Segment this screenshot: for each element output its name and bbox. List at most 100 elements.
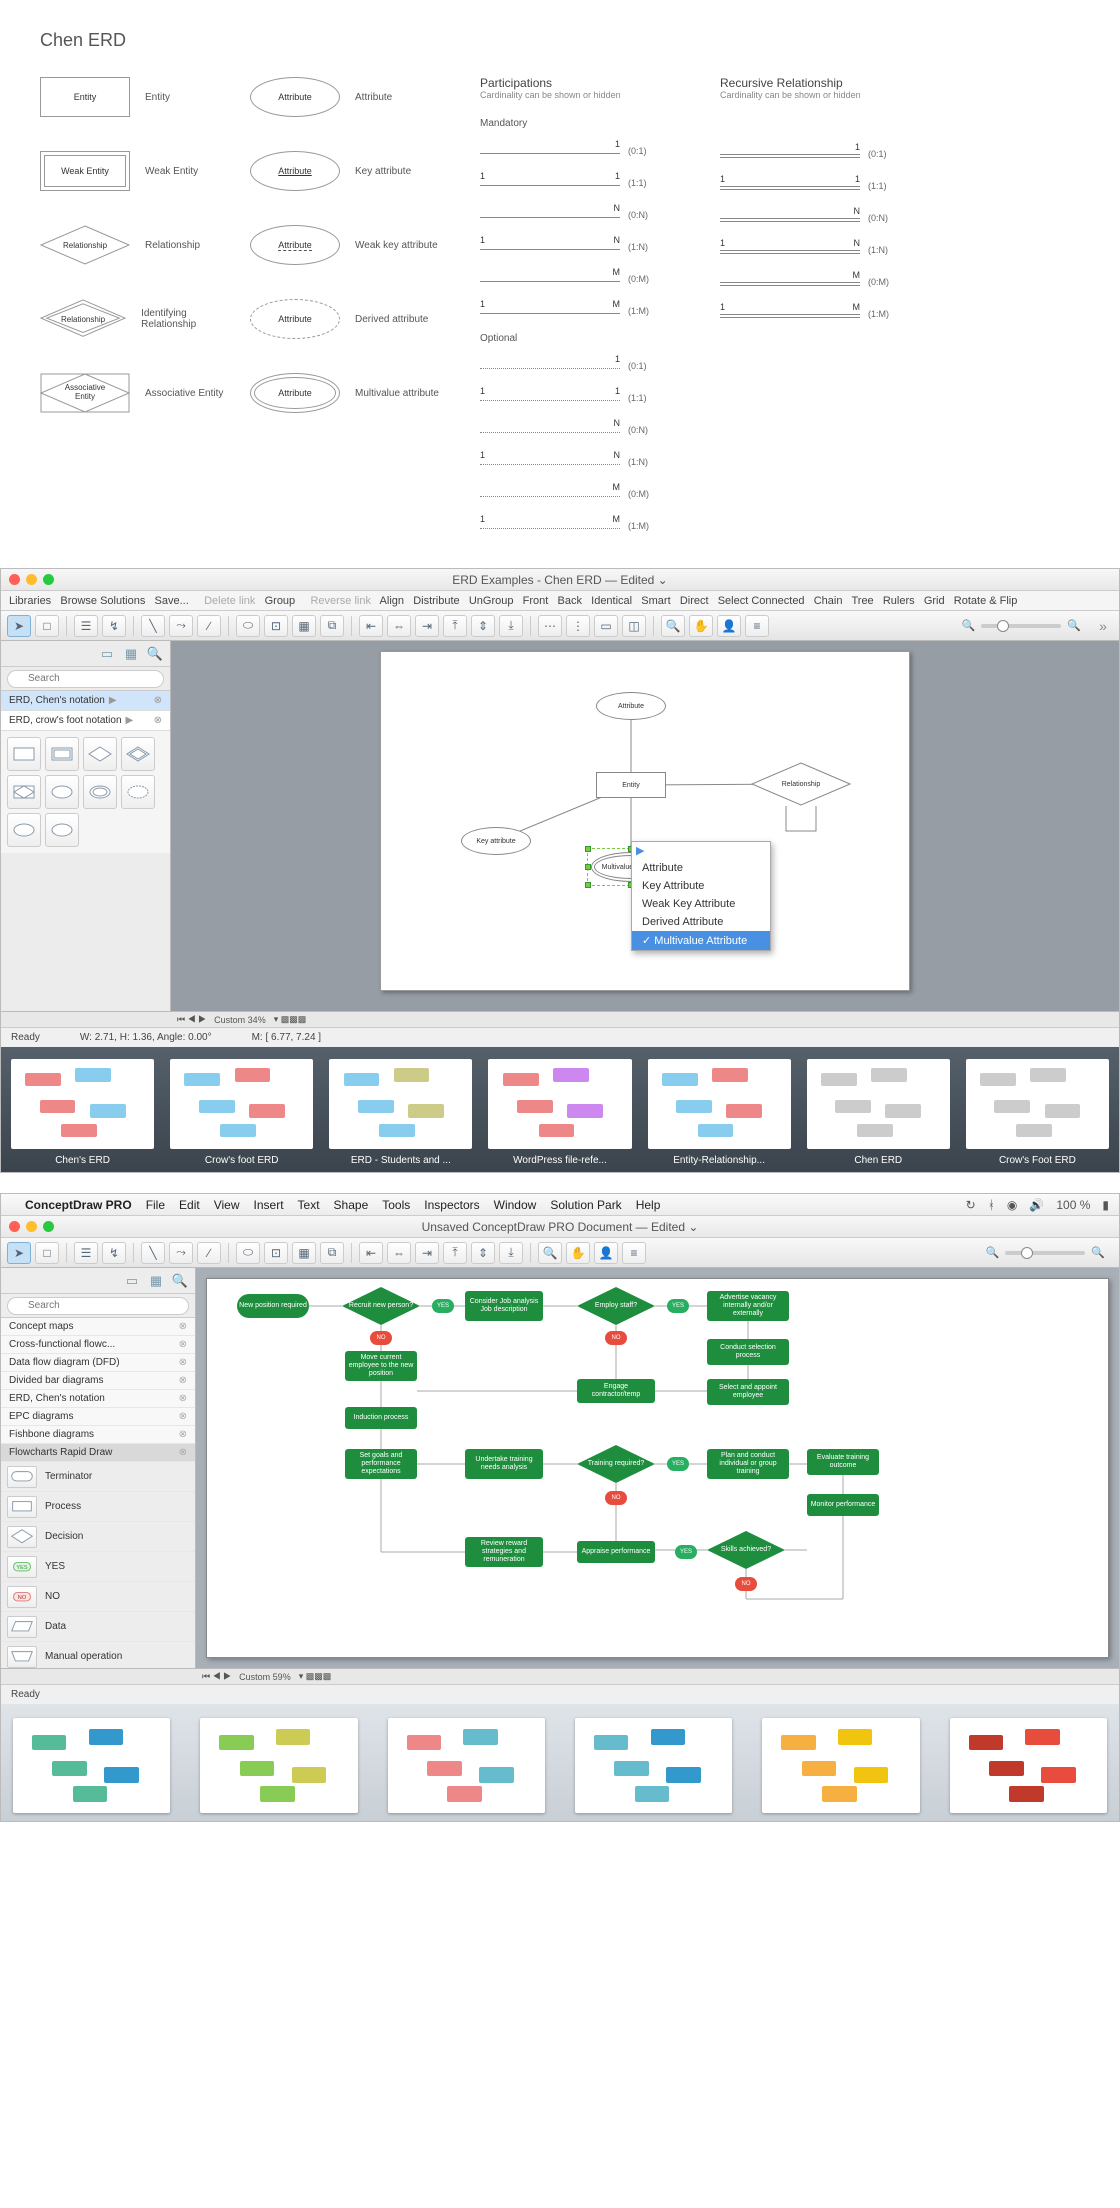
hypernote-tool[interactable]: ☰ xyxy=(74,615,98,637)
layers-tool[interactable]: ≡ xyxy=(745,615,769,637)
shape-palette-row[interactable]: NO NO xyxy=(1,1582,195,1612)
search-input[interactable] xyxy=(7,1297,189,1315)
gallery-item[interactable]: Entity-Relationship... xyxy=(648,1059,791,1166)
align-top-tool[interactable]: ⤒ xyxy=(443,615,467,637)
pointer-tool[interactable]: ➤ xyxy=(7,615,31,637)
pointer-tool[interactable]: ➤ xyxy=(7,1242,31,1264)
app2-canvas[interactable]: New position requiredRecruit new person?… xyxy=(196,1268,1119,1668)
size2-tool[interactable]: ◫ xyxy=(622,615,646,637)
align-left-tool[interactable]: ⇤ xyxy=(359,615,383,637)
palette-shape[interactable] xyxy=(121,775,155,809)
menu-item[interactable]: Direct xyxy=(680,595,709,607)
library-row[interactable]: Divided bar diagrams⊗ xyxy=(1,1372,195,1390)
menubar-item[interactable]: Window xyxy=(494,1198,537,1212)
shape-palette-row[interactable]: Process xyxy=(1,1492,195,1522)
line-tool[interactable]: ∕ xyxy=(197,1242,221,1264)
align-top-tool[interactable]: ⤒ xyxy=(443,1242,467,1264)
gallery-item[interactable]: ERD - Students and ... xyxy=(329,1059,472,1166)
library-row[interactable]: EPC diagrams⊗ xyxy=(1,1408,195,1426)
battery-icon[interactable]: ▮ xyxy=(1102,1198,1109,1212)
gallery-item[interactable]: Chen's ERD xyxy=(11,1059,154,1166)
menu-item[interactable]: Group xyxy=(265,595,296,607)
sidebar-item[interactable]: ERD, Chen's notation▶⊗ xyxy=(1,691,170,711)
zoom-in-tool[interactable]: 🔍 xyxy=(661,615,685,637)
menu-item[interactable]: Browse Solutions xyxy=(60,595,145,607)
connector-tool[interactable]: ╲ xyxy=(141,615,165,637)
flowchart-decision[interactable]: Employ staff? xyxy=(577,1287,655,1325)
flowchart-node[interactable]: Consider Job analysis Job description xyxy=(465,1291,543,1321)
connect-tool[interactable]: ↯ xyxy=(102,1242,126,1264)
search-toggle-icon[interactable]: 🔍 xyxy=(171,1272,189,1290)
flowchart-node[interactable]: Set goals and performance expectations xyxy=(345,1449,417,1479)
shape-palette-row[interactable]: Data xyxy=(1,1612,195,1642)
dist-v-tool[interactable]: ⋮ xyxy=(566,615,590,637)
flowchart-node[interactable]: Engage contractor/temp xyxy=(577,1379,655,1403)
library-row[interactable]: Fishbone diagrams⊗ xyxy=(1,1426,195,1444)
inspect-tool[interactable]: 👤 xyxy=(594,1242,618,1264)
zoomfit-tool[interactable]: 🔍 xyxy=(538,1242,562,1264)
menu-item[interactable]: Libraries xyxy=(9,595,51,607)
shape-tool[interactable]: ⬭ xyxy=(236,1242,260,1264)
context-menu-item[interactable]: Attribute xyxy=(632,859,770,877)
search-input[interactable] xyxy=(7,670,164,688)
menubar-item[interactable]: File xyxy=(146,1198,165,1212)
shape-palette-row[interactable]: YES YES xyxy=(1,1552,195,1582)
library-row[interactable]: Cross-functional flowc...⊗ xyxy=(1,1336,195,1354)
size-tool[interactable]: ▭ xyxy=(594,615,618,637)
flowchart-node[interactable]: Plan and conduct individual or group tra… xyxy=(707,1449,789,1479)
palette-shape[interactable] xyxy=(45,813,79,847)
app1-canvas[interactable]: AttributeEntityRelationshipKey attribute… xyxy=(171,641,1119,1011)
menubar-item[interactable]: Inspectors xyxy=(424,1198,479,1212)
menubar-item[interactable]: Tools xyxy=(382,1198,410,1212)
menu-item[interactable]: Grid xyxy=(924,595,945,607)
shape-tool[interactable]: ⬭ xyxy=(236,615,260,637)
gallery-item[interactable] xyxy=(762,1718,919,1813)
align-left-tool[interactable]: ⇤ xyxy=(359,1242,383,1264)
menubar-item[interactable]: Solution Park xyxy=(550,1198,621,1212)
menu-item[interactable]: Back xyxy=(558,595,582,607)
flowchart-decision[interactable]: Recruit new person? xyxy=(342,1287,420,1325)
gallery-item[interactable] xyxy=(575,1718,732,1813)
clone-tool[interactable]: ⧉ xyxy=(320,615,344,637)
gallery-item[interactable]: WordPress file-refe... xyxy=(488,1059,631,1166)
gallery-item[interactable] xyxy=(200,1718,357,1813)
zoom-out-icon[interactable]: 🔍 xyxy=(986,1246,1000,1259)
zoom-out-icon[interactable]: 🔍 xyxy=(962,619,976,632)
menu-item[interactable]: Identical xyxy=(591,595,632,607)
menubar-item[interactable]: Help xyxy=(636,1198,661,1212)
flowchart-node[interactable]: Select and appoint employee xyxy=(707,1379,789,1405)
menu-item[interactable]: Smart xyxy=(641,595,670,607)
align-right-tool[interactable]: ⇥ xyxy=(415,1242,439,1264)
align-mid-tool[interactable]: ⇕ xyxy=(471,615,495,637)
dist-h-tool[interactable]: ⋯ xyxy=(538,615,562,637)
context-menu-item[interactable]: Key Attribute xyxy=(632,877,770,895)
app2-page[interactable]: New position requiredRecruit new person?… xyxy=(206,1278,1109,1658)
smart-connector-tool[interactable]: ⤳ xyxy=(169,615,193,637)
flowchart-node[interactable]: Monitor performance xyxy=(807,1494,879,1516)
palette-shape[interactable] xyxy=(7,813,41,847)
flowchart-node[interactable]: Evaluate training outcome xyxy=(807,1449,879,1475)
menu-item[interactable]: Save... xyxy=(155,595,189,607)
gallery-item[interactable] xyxy=(388,1718,545,1813)
wifi-icon[interactable]: ◉ xyxy=(1007,1198,1017,1212)
flowchart-node[interactable]: Review reward strategies and remuneratio… xyxy=(465,1537,543,1567)
zoom-slider[interactable] xyxy=(981,624,1061,628)
palette-shape[interactable] xyxy=(45,775,79,809)
menu-item[interactable]: Rotate & Flip xyxy=(954,595,1018,607)
app2-titlebar[interactable]: Unsaved ConceptDraw PRO Document — Edite… xyxy=(1,1216,1119,1238)
library-row[interactable]: Concept maps⊗ xyxy=(1,1318,195,1336)
flowchart-node[interactable]: Move current employee to the new positio… xyxy=(345,1351,417,1381)
menubar-item[interactable]: Insert xyxy=(254,1198,284,1212)
table-tool[interactable]: ▦ xyxy=(292,1242,316,1264)
shape-palette-row[interactable]: Manual operation xyxy=(1,1642,195,1668)
align-bottom-tool[interactable]: ⤓ xyxy=(499,615,523,637)
pan-tool[interactable]: ✋ xyxy=(689,615,713,637)
book-icon[interactable]: ▭ xyxy=(123,1272,141,1290)
menu-item[interactable]: Tree xyxy=(851,595,873,607)
pan-tool[interactable]: ✋ xyxy=(566,1242,590,1264)
flowchart-decision[interactable]: Skills achieved? xyxy=(707,1531,785,1569)
library-row[interactable]: Flowcharts Rapid Draw⊗ xyxy=(1,1444,195,1462)
app2-gallery[interactable] xyxy=(1,1704,1119,1821)
context-menu-item[interactable]: Multivalue Attribute xyxy=(632,931,770,950)
inspect-tool[interactable]: 👤 xyxy=(717,615,741,637)
